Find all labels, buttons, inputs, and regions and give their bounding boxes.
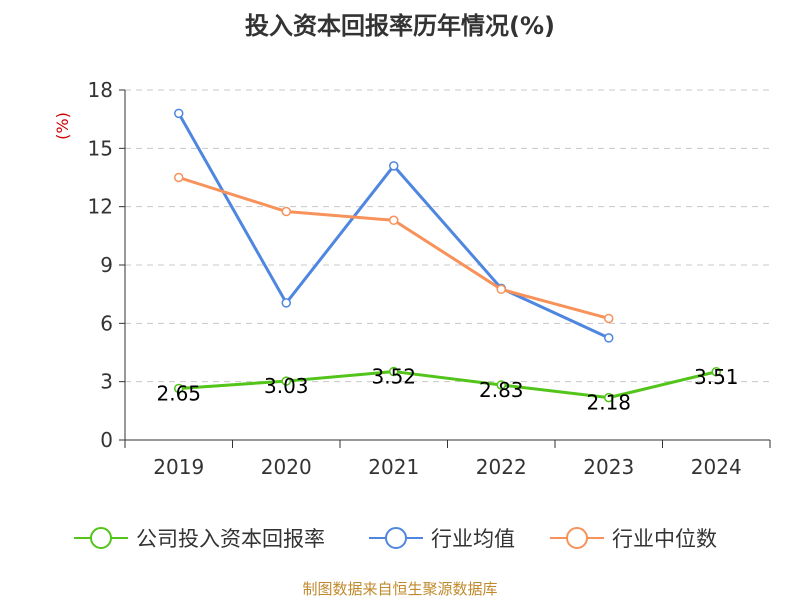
y-tick-label: 12 [88,195,113,219]
data-point [281,298,291,308]
series-lines [174,108,721,403]
data-point [604,313,614,324]
grid-lines [125,89,770,383]
data-point [389,215,399,226]
y-tick-label: 3 [100,370,113,394]
legend-label: 行业中位数 [612,527,717,551]
x-tick-label: 2024 [691,455,742,479]
y-tick-label: 18 [88,78,113,102]
data-point [389,161,399,171]
chart-title: 投入资本回报率历年情况(%) [245,12,555,40]
data-point [174,172,184,183]
data-point [281,206,291,217]
x-tick-label: 2023 [583,455,634,479]
series-line-1 [177,112,610,340]
data-label: 3.03 [264,374,309,398]
x-tick-label: 2020 [261,455,312,479]
legend-label: 公司投入资本回报率 [136,527,325,551]
data-label: 2.83 [479,378,524,402]
legend-marker [385,527,407,549]
legend-marker [90,527,112,549]
series-line-2 [178,176,610,320]
data-point [281,376,291,386]
y-tick-label: 9 [100,253,113,277]
data-point [496,284,506,295]
data-point [711,367,721,377]
legend-label: 行业均值 [431,527,515,551]
legend-marker [566,527,588,549]
data-label: 2.65 [156,381,201,405]
y-axis-unit: (%) [53,112,72,140]
data-point [604,333,614,343]
data-label: 2.18 [586,391,631,415]
data-point [496,380,506,390]
x-tick-label: 2019 [153,455,204,479]
data-point [389,366,399,377]
y-tick-label: 0 [100,428,113,452]
x-tick-label: 2022 [476,455,527,479]
x-tick-label: 2021 [368,455,419,479]
data-labels: 2.65 3.03 3.52 2.83 2.18 3.51 [156,365,738,415]
series-line-0 [178,370,717,400]
y-tick-label: 6 [100,311,113,335]
data-source-note: 制图数据来自恒生聚源数据库 [302,580,498,598]
y-tick-label: 15 [88,136,113,160]
data-label: 3.52 [371,365,416,389]
data-label: 3.51 [694,365,739,389]
data-point [604,392,614,403]
legend: 公司投入资本回报率 行业均值 行业中位数 [74,527,717,551]
data-point [174,108,184,119]
data-point [174,383,184,394]
axes: 0 3 6 9 12 15 18 (%) 2019 2020 2021 2022 2023 2024 [53,78,771,479]
